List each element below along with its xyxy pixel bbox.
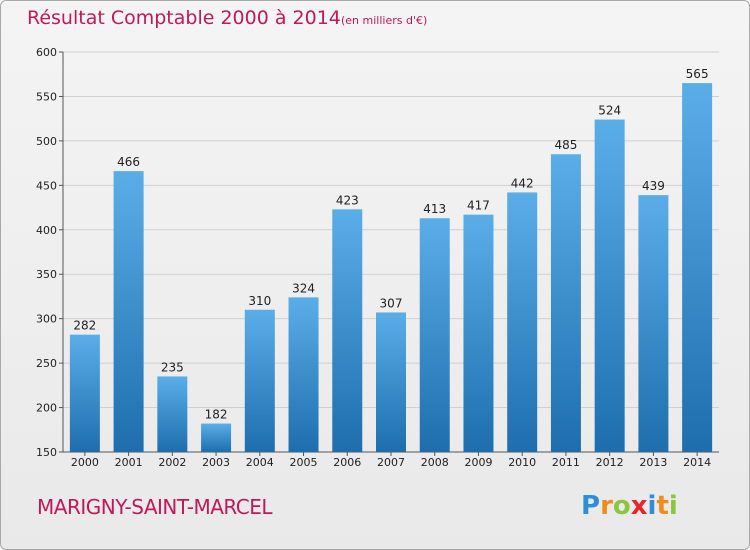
x-tick-label: 2011 [552,456,580,469]
x-tick-label: 2000 [71,456,99,469]
x-tick-label: 2008 [421,456,449,469]
data-label: 307 [380,296,403,310]
proxiti-logo[interactable]: Proxiti [579,487,691,523]
data-label: 235 [161,360,184,374]
bar [244,309,275,452]
city-name: MARIGNY-SAINT-MARCEL [37,495,273,519]
y-tick-label: 450 [36,179,57,192]
y-tick-label: 200 [36,402,57,415]
x-tick-label: 2009 [464,456,492,469]
data-label: 466 [117,155,140,169]
data-label: 423 [336,193,359,207]
bar [69,334,100,452]
data-label: 417 [467,199,490,213]
x-tick-label: 2012 [596,456,624,469]
y-tick-label: 550 [36,90,57,103]
chart-unit: (en milliers d'€) [341,14,428,27]
bar [638,195,669,452]
data-label: 442 [511,176,534,190]
data-label: 324 [292,281,315,295]
x-tick-label: 2007 [377,456,405,469]
bar [288,297,319,452]
data-label: 485 [554,138,577,152]
bar [463,214,494,452]
data-label: 413 [423,202,446,216]
data-label: 310 [248,294,271,308]
bar [157,376,188,452]
x-tick-label: 2002 [158,456,186,469]
x-tick-label: 2010 [508,456,536,469]
x-tick-label: 2003 [202,456,230,469]
data-label: 282 [73,319,96,333]
data-label: 565 [686,67,709,81]
y-tick-label: 400 [36,224,57,237]
data-label: 182 [205,408,228,422]
x-tick-label: 2013 [639,456,667,469]
y-tick-label: 500 [36,135,57,148]
bar [594,119,625,453]
y-tick-label: 250 [36,357,57,370]
bar [550,154,581,452]
bar [201,423,232,452]
bar [419,218,450,452]
data-label: 524 [598,104,621,118]
bar [113,171,144,452]
y-tick-label: 600 [36,46,57,59]
x-tick-label: 2005 [290,456,318,469]
bar [507,192,538,452]
y-tick-label: 150 [36,446,57,459]
svg-text:Proxiti: Proxiti [581,491,678,521]
data-labels: 282 466 235 182 310 324 423 307 413 417 442 485 524 4… [73,67,708,421]
x-tick-label: 2001 [115,456,143,469]
y-tick-label: 350 [36,268,57,281]
data-label: 439 [642,179,665,193]
x-tick-label: 2014 [683,456,711,469]
bar [376,312,406,452]
chart-title: Résultat Comptable 2000 à 2014 [27,7,341,29]
y-tick-label: 300 [36,313,57,326]
bar [332,209,363,452]
bar [682,83,713,452]
y-tick-labels: 150 200 250 300 350 400 450 500 550 600 [36,46,57,459]
bars [69,83,713,453]
x-tick-labels: 2000 2001 2002 2003 2004 2005 2006 2007 2008 2009… [71,456,711,469]
x-tick-label: 2006 [333,456,361,469]
x-tick-label: 2004 [246,456,274,469]
